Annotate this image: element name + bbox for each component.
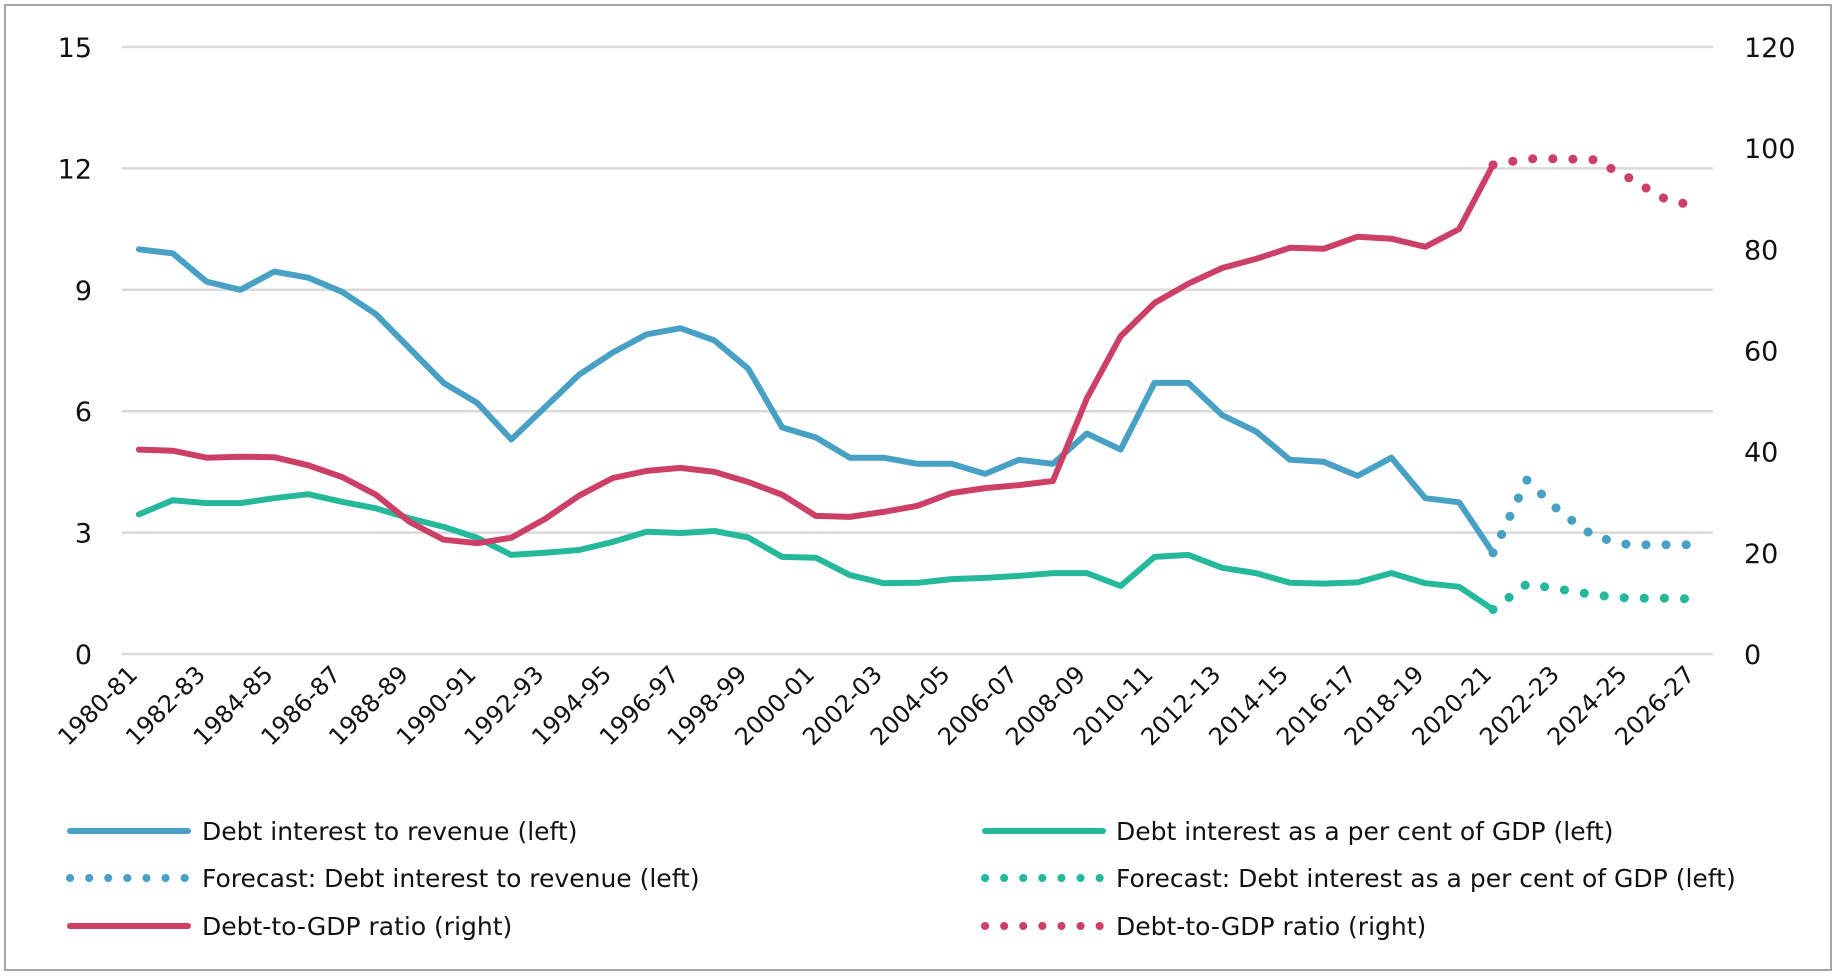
right-axis-tick-label: 80 [1744,235,1778,266]
left-axis-tick-label: 0 [75,640,92,671]
series-lines [135,154,1701,614]
series-line-4 [135,161,1496,547]
left-axis-tick-label: 6 [75,397,92,428]
left-axis-tick-label: 12 [58,154,92,185]
legend-label: Forecast: Debt interest to revenue (left… [202,864,700,893]
legend-label: Forecast: Debt interest as a per cent of… [1116,864,1736,893]
legend-label: Debt interest as a per cent of GDP (left… [1116,817,1614,846]
left-axis-ticks: 0 3 6 9 12 15 [58,33,92,671]
legend-label: Debt-to-GDP ratio (right) [1116,912,1426,941]
right-axis-tick-label: 100 [1744,134,1796,165]
series-line-1 [135,491,1496,613]
forecast-series-line-3 [1488,579,1701,614]
forecast-series-line-5 [1488,154,1701,212]
left-axis-tick-label: 3 [75,519,92,550]
series-line-0 [135,246,1496,556]
legend-item: Debt interest to revenue (left) [67,817,577,846]
legend-item: Debt interest as a per cent of GDP (left… [982,817,1614,846]
chart-frame [4,4,1832,971]
left-axis-tick-label: 15 [58,33,92,64]
legend-label: Debt interest to revenue (left) [202,817,577,846]
legend-item: Forecast: Debt interest to revenue (left… [66,864,700,893]
legend: Debt interest to revenue (left) Debt inte… [66,817,1736,941]
left-axis-tick-label: 9 [75,276,92,307]
legend-item: Debt-to-GDP ratio (right) [67,912,512,941]
legend-item: Debt-to-GDP ratio (right) [981,912,1426,941]
gridlines [122,45,1713,656]
right-axis-tick-label: 20 [1744,539,1778,570]
right-axis-tick-label: 120 [1744,33,1796,64]
right-axis-tick-label: 60 [1744,337,1778,368]
right-axis-tick-label: 40 [1744,438,1778,469]
legend-label: Debt-to-GDP ratio (right) [202,912,512,941]
right-axis-tick-label: 0 [1744,640,1761,671]
legend-item: Forecast: Debt interest as a per cent of… [981,864,1736,893]
x-axis-ticks: 1980-811982-831984-851986-871988-891990-… [52,660,1700,751]
right-axis-ticks: 0 20 40 60 80 100 120 [1744,33,1796,671]
forecast-series-line-2 [1488,475,1701,558]
